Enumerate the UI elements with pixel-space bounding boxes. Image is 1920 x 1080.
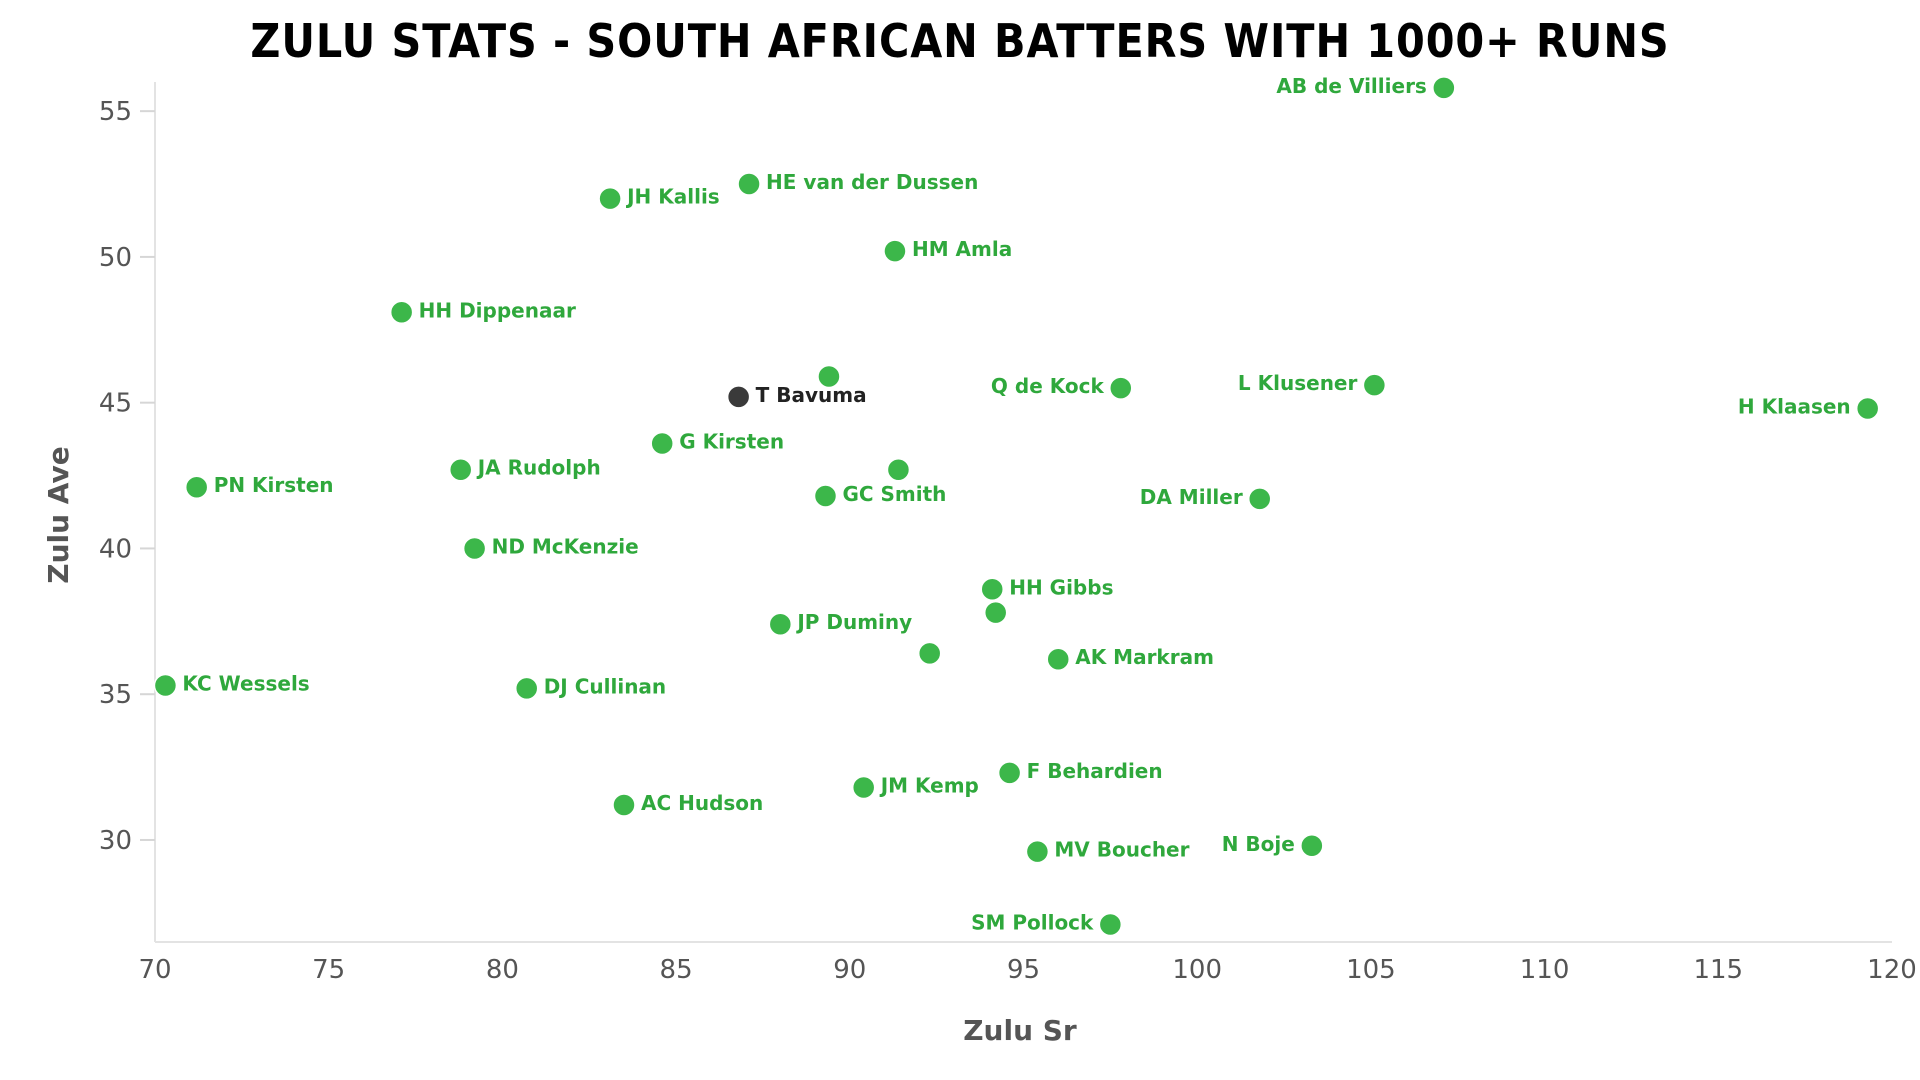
- x-tick-label: 110: [1520, 955, 1570, 985]
- data-label: G Kirsten: [679, 429, 784, 453]
- data-label: JM Kemp: [879, 773, 979, 797]
- data-point[interactable]: [1247, 487, 1272, 511]
- data-label: JP Duminy: [795, 610, 912, 634]
- data-label: HH Dippenaar: [419, 298, 576, 322]
- x-tick-label: 75: [312, 955, 345, 985]
- y-axis-ticks: 30 35 40 45 50 55: [99, 97, 155, 856]
- data-label: DJ Cullinan: [544, 674, 666, 698]
- data-point[interactable]: [980, 577, 1004, 602]
- data-point[interactable]: [448, 457, 473, 482]
- x-tick-label: 90: [833, 955, 866, 985]
- data-label: L Klusener: [1238, 371, 1358, 395]
- data-point[interactable]: [389, 300, 414, 325]
- x-tick-label: 115: [1693, 955, 1743, 985]
- y-tick-label: 50: [99, 243, 132, 273]
- data-label: AC Hudson: [641, 791, 763, 815]
- y-tick-label: 45: [99, 389, 132, 419]
- data-label: JA Rudolph: [476, 456, 601, 480]
- data-point[interactable]: [983, 600, 1008, 625]
- data-point[interactable]: [1432, 76, 1456, 100]
- y-tick-label: 40: [99, 534, 132, 564]
- x-axis-title: Zulu Sr: [963, 1014, 1077, 1047]
- data-point[interactable]: [598, 186, 622, 211]
- data-label: HH Gibbs: [1009, 575, 1113, 599]
- data-label: HE van der Dussen: [766, 170, 978, 194]
- data-point[interactable]: [997, 761, 1022, 785]
- data-label: AB de Villiers: [1276, 74, 1426, 98]
- data-label: PN Kirsten: [214, 473, 334, 497]
- x-tick-label: 95: [1007, 955, 1040, 985]
- data-point[interactable]: [917, 641, 942, 666]
- x-tick-label: 100: [1172, 955, 1222, 985]
- x-tick-label: 80: [486, 955, 519, 985]
- data-point[interactable]: [1046, 647, 1070, 671]
- data-label: Q de Kock: [991, 374, 1105, 398]
- data-point[interactable]: [514, 676, 539, 701]
- data-point[interactable]: [1109, 376, 1133, 400]
- data-point[interactable]: [726, 385, 751, 409]
- y-tick-label: 55: [99, 97, 132, 127]
- x-tick-label: 105: [1346, 955, 1396, 985]
- data-label: MV Boucher: [1054, 838, 1189, 862]
- data-label: GC Smith: [842, 482, 946, 506]
- data-label: T Bavuma: [756, 383, 867, 407]
- data-point[interactable]: [851, 775, 876, 800]
- data-point[interactable]: [768, 612, 793, 636]
- data-label: KC Wessels: [182, 671, 309, 695]
- y-tick-label: 30: [99, 826, 132, 856]
- data-point[interactable]: [650, 431, 674, 456]
- data-label: HM Amla: [912, 237, 1012, 261]
- data-label: N Boje: [1222, 832, 1295, 856]
- data-label: ND McKenzie: [492, 534, 639, 558]
- data-point[interactable]: [153, 673, 178, 698]
- data-label: SM Pollock: [971, 911, 1094, 935]
- y-tick-label: 35: [99, 680, 132, 710]
- data-label: JH Kallis: [625, 185, 720, 209]
- x-tick-label: 85: [660, 955, 693, 985]
- data-points: AB de Villiers HE van der Dussen JH Kallis…: [153, 74, 1880, 937]
- data-point[interactable]: [1362, 373, 1387, 397]
- data-label: F Behardien: [1027, 759, 1163, 783]
- data-point[interactable]: [886, 457, 911, 482]
- data-point[interactable]: [184, 475, 209, 499]
- data-point[interactable]: [817, 364, 841, 389]
- data-point[interactable]: [883, 239, 907, 263]
- data-point[interactable]: [612, 793, 636, 817]
- data-point[interactable]: [737, 172, 761, 196]
- data-point[interactable]: [1300, 834, 1324, 858]
- x-tick-label: 70: [138, 955, 171, 985]
- chart-title: Zulu Stats - South African Batters with …: [250, 14, 1670, 68]
- data-point[interactable]: [1855, 396, 1880, 421]
- data-point[interactable]: [1025, 839, 1050, 864]
- data-label: DA Miller: [1140, 485, 1243, 509]
- data-point[interactable]: [1098, 912, 1123, 937]
- data-label: H Klaasen: [1738, 395, 1851, 419]
- data-point[interactable]: [462, 536, 487, 561]
- x-tick-label: 120: [1867, 955, 1917, 985]
- y-axis-title: Zulu Ave: [42, 446, 75, 583]
- data-label: AK Markram: [1075, 645, 1214, 669]
- x-axis-ticks: 70 75 80 85 90 95 100 105 110 115 120: [138, 955, 1916, 985]
- data-point[interactable]: [813, 484, 838, 508]
